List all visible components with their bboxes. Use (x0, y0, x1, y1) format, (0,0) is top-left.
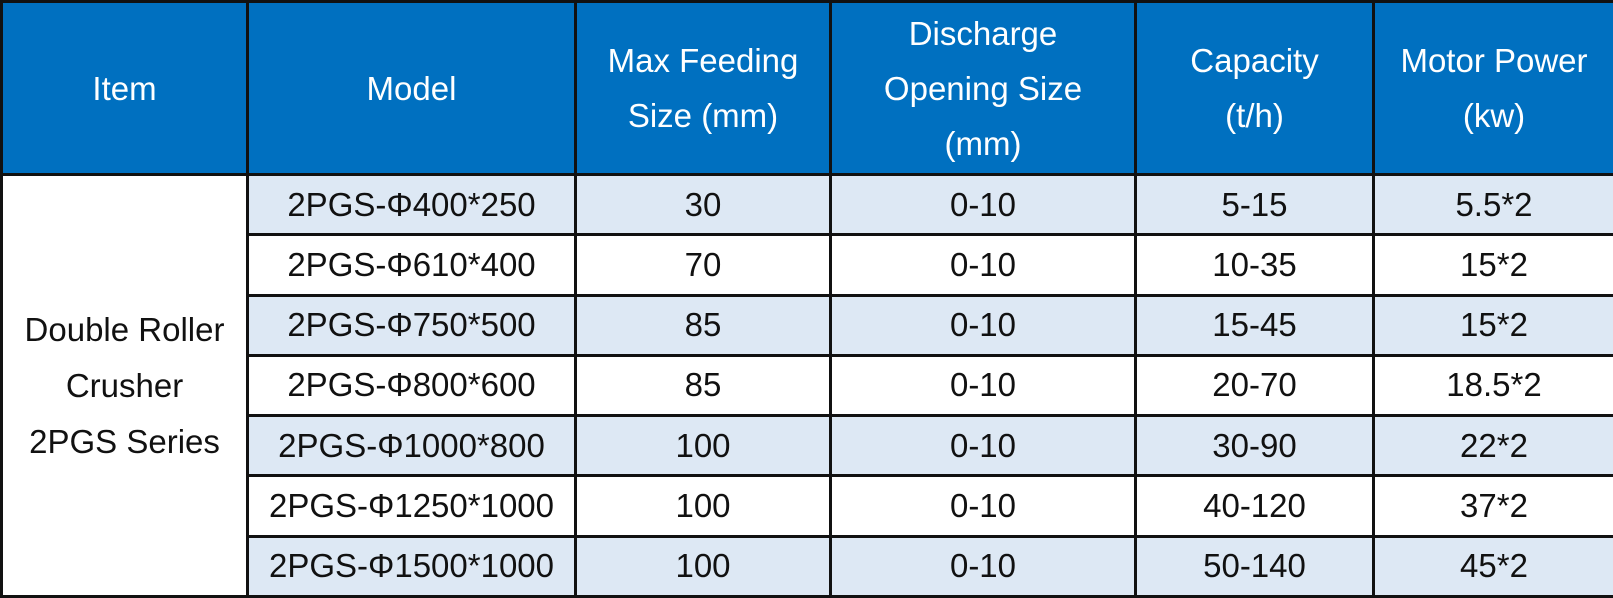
header-motor-power: Motor Power (kw) (1372, 0, 1613, 176)
header-discharge-line-3: (mm) (944, 124, 1022, 162)
table-row: 2PGS-Φ750*500 85 0-10 15-45 15*2 (2, 293, 1613, 357)
max-feeding-cell: 70 (574, 233, 832, 297)
model-cell: 2PGS-Φ750*500 (246, 293, 577, 357)
motor-power-cell: 15*2 (1372, 233, 1613, 297)
capacity-cell: 40-120 (1134, 474, 1375, 538)
header-capacity: Capacity (t/h) (1134, 0, 1375, 176)
table-row: 2PGS-Φ1500*1000 100 0-10 50-140 45*2 (2, 534, 1613, 598)
header-discharge-line-1: Discharge (908, 14, 1058, 52)
motor-power-cell: 18.5*2 (1372, 353, 1613, 418)
header-motor-line-2: (kw) (1462, 97, 1526, 134)
model-cell: 2PGS-Φ800*600 (246, 353, 577, 418)
model-cell: 2PGS-Φ400*250 (246, 172, 577, 237)
header-discharge: Discharge Opening Size (mm) (829, 0, 1137, 176)
discharge-cell: 0-10 (829, 534, 1137, 598)
header-capacity-line-1: Capacity (1190, 42, 1319, 79)
capacity-cell: 20-70 (1134, 353, 1375, 418)
discharge-cell: 0-10 (829, 172, 1137, 237)
model-cell: 2PGS-Φ1500*1000 (246, 534, 577, 598)
table-row: Double Roller Crusher 2PGS Series 2PGS-Φ… (0, 172, 1613, 598)
discharge-cell: 0-10 (829, 474, 1137, 538)
header-item: Item (0, 0, 249, 176)
item-line-3: 2PGS Series (29, 422, 220, 460)
item-line-2: Crusher (65, 366, 184, 404)
capacity-cell: 10-35 (1134, 233, 1375, 297)
table-row: 2PGS-Φ1000*800 100 0-10 30-90 22*2 (2, 414, 1613, 478)
model-cell: 2PGS-Φ1250*1000 (246, 474, 577, 538)
model-cell: 2PGS-Φ610*400 (246, 233, 577, 297)
header-model-line: Model (366, 69, 457, 107)
discharge-cell: 0-10 (829, 353, 1137, 418)
capacity-cell: 5-15 (1134, 172, 1375, 237)
table-row: 2PGS-Φ1250*1000 100 0-10 40-120 37*2 (2, 474, 1613, 538)
motor-power-cell: 22*2 (1372, 414, 1613, 478)
header-model: Model (246, 0, 577, 176)
max-feeding-cell: 85 (574, 293, 832, 357)
motor-power-cell: 45*2 (1372, 534, 1613, 598)
max-feeding-cell: 85 (574, 353, 832, 418)
motor-power-cell: 5.5*2 (1372, 172, 1613, 237)
capacity-cell: 50-140 (1134, 534, 1375, 598)
header-max-feeding-line-1: Max Feeding (607, 42, 799, 79)
capacity-cell: 15-45 (1134, 293, 1375, 357)
motor-power-cell: 37*2 (1372, 474, 1613, 538)
item-cell: Double Roller Crusher 2PGS Series (0, 173, 249, 598)
discharge-cell: 0-10 (829, 233, 1137, 297)
model-cell: 2PGS-Φ1000*800 (246, 414, 577, 478)
table-row: 2PGS-Φ800*600 85 0-10 20-70 18.5*2 (2, 353, 1613, 418)
header-discharge-line-2: Opening Size (883, 69, 1083, 107)
discharge-cell: 0-10 (829, 293, 1137, 357)
header-max-feeding-line-2: Size (mm) (627, 97, 779, 134)
max-feeding-cell: 100 (574, 474, 832, 538)
max-feeding-cell: 100 (574, 534, 832, 598)
header-row: Item Model Max Feeding Size (mm) Dischar… (0, 0, 1613, 176)
table-row: 2PGS-Φ610*400 70 0-10 10-35 15*2 (2, 233, 1613, 297)
header-item-line: Item (92, 69, 157, 107)
header-capacity-line-2: (t/h) (1225, 97, 1284, 134)
header-max-feeding: Max Feeding Size (mm) (574, 0, 832, 176)
max-feeding-cell: 30 (574, 172, 832, 237)
capacity-cell: 30-90 (1134, 414, 1375, 478)
motor-power-cell: 15*2 (1372, 293, 1613, 357)
max-feeding-cell: 100 (574, 414, 832, 478)
discharge-cell: 0-10 (829, 414, 1137, 478)
item-line-1: Double Roller (24, 310, 225, 348)
header-motor-line-1: Motor Power (1400, 42, 1588, 79)
